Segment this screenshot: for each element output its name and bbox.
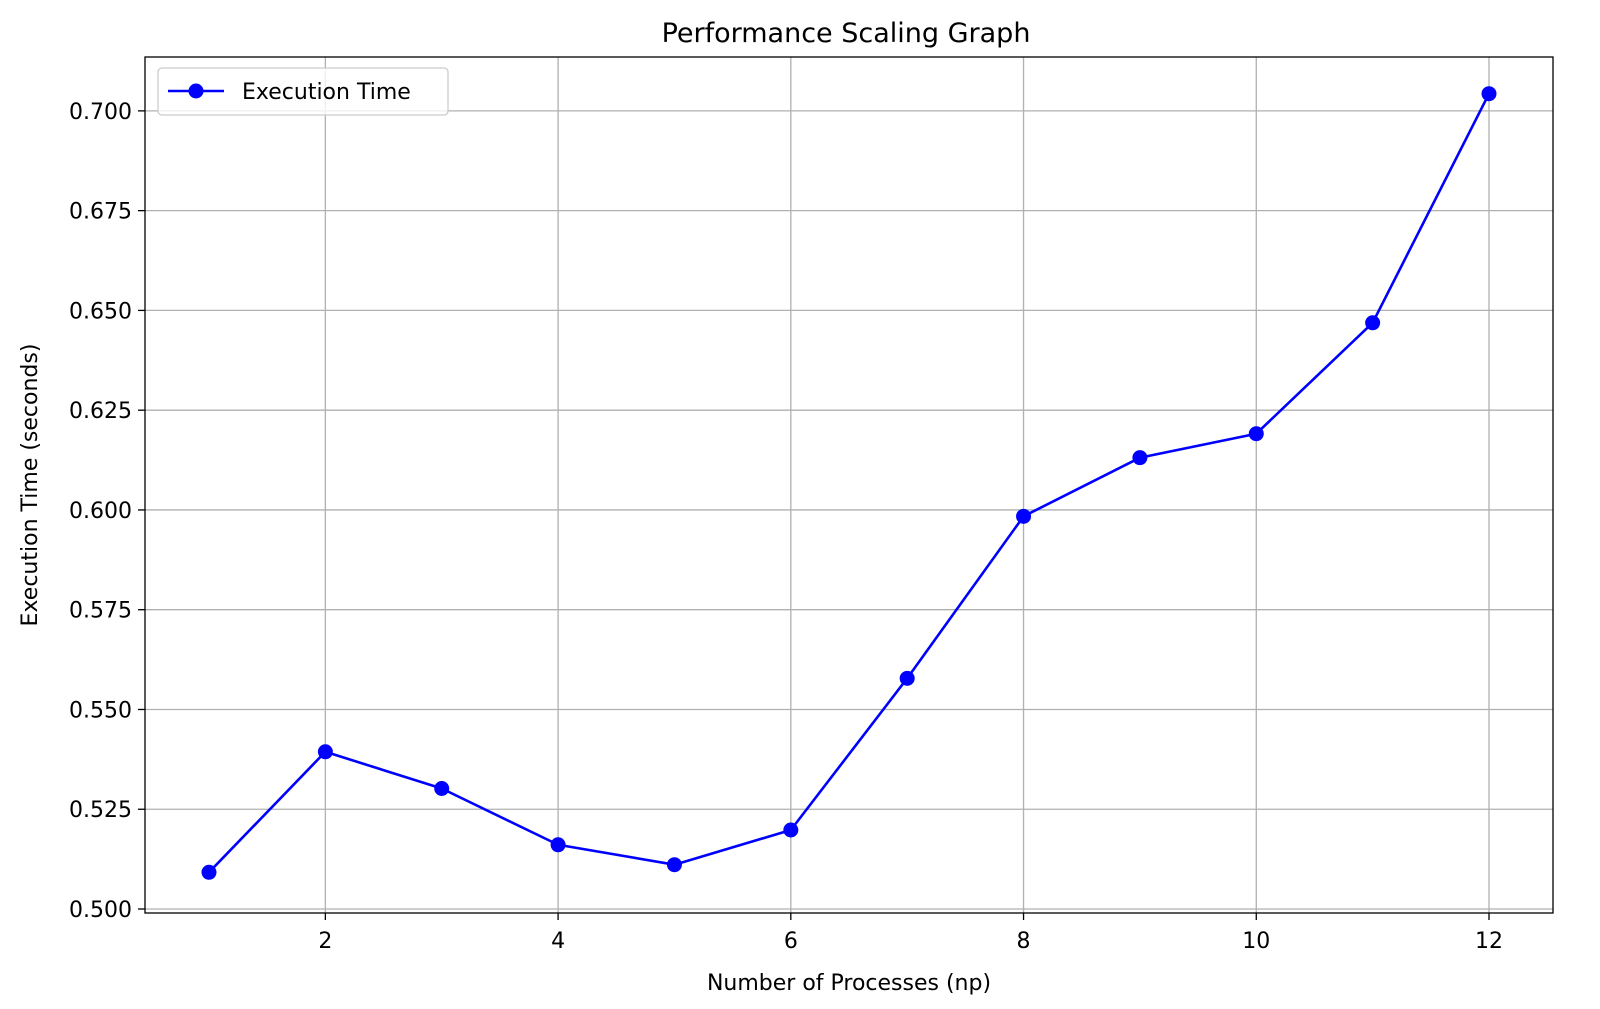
y-tick-label: 0.550 bbox=[69, 698, 132, 723]
data-point bbox=[317, 744, 333, 760]
y-tick-label: 0.525 bbox=[69, 798, 132, 823]
data-point bbox=[550, 837, 566, 853]
axis-ticks: 2 4 6 8 10 12 0.500 0.525 0.550 0.575 0.600 0.625 0.… bbox=[69, 100, 1503, 954]
data-point bbox=[201, 864, 217, 880]
data-point bbox=[1016, 508, 1032, 524]
data-point bbox=[1481, 86, 1497, 102]
y-tick-label: 0.675 bbox=[69, 200, 132, 225]
data-point bbox=[1132, 450, 1148, 466]
y-tick-label: 0.575 bbox=[69, 599, 132, 624]
x-axis-label: Number of Processes (np) bbox=[707, 971, 991, 996]
x-tick-label: 6 bbox=[784, 929, 798, 954]
chart-title: Performance Scaling Graph bbox=[662, 18, 1031, 49]
data-point bbox=[1365, 315, 1381, 331]
x-tick-label: 8 bbox=[1017, 929, 1031, 954]
plot-frame bbox=[144, 56, 1554, 914]
x-tick-label: 10 bbox=[1242, 929, 1270, 954]
legend: Execution Time bbox=[157, 67, 449, 116]
series-layer bbox=[201, 86, 1497, 880]
y-tick-label: 0.650 bbox=[69, 299, 132, 324]
y-tick-label: 0.600 bbox=[69, 499, 132, 524]
data-point bbox=[1248, 426, 1264, 442]
data-point bbox=[434, 780, 450, 796]
legend-label: Execution Time bbox=[242, 80, 411, 105]
x-tick-label: 4 bbox=[551, 929, 565, 954]
x-tick-label: 12 bbox=[1475, 929, 1503, 954]
x-tick-label: 2 bbox=[318, 929, 332, 954]
y-tick-label: 0.700 bbox=[69, 100, 132, 125]
y-tick-label: 0.625 bbox=[69, 399, 132, 424]
series-line bbox=[208, 93, 1491, 874]
y-tick-label: 0.500 bbox=[69, 898, 132, 923]
y-axis-label: Execution Time (seconds) bbox=[18, 344, 43, 627]
legend-marker-swatch bbox=[188, 83, 204, 99]
data-point bbox=[783, 822, 799, 838]
grid-lines bbox=[145, 57, 1553, 913]
data-point bbox=[899, 670, 915, 686]
legend-box bbox=[157, 67, 449, 116]
data-point bbox=[666, 857, 682, 873]
